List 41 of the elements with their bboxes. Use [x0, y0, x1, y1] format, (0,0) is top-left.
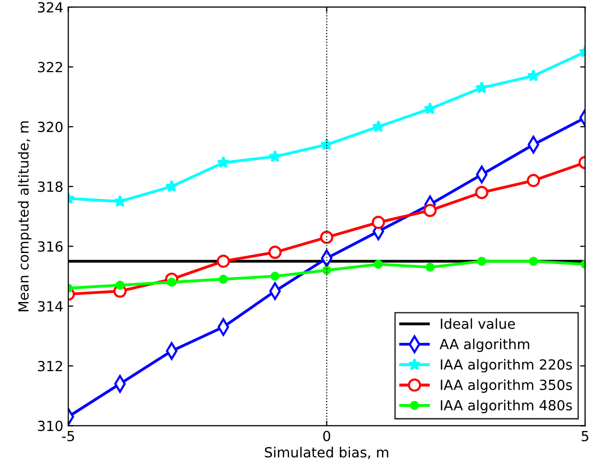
- point: [268, 150, 282, 162]
- x-tick-label: -5: [62, 430, 74, 442]
- legend-label: IAA algorithm 350s: [440, 379, 572, 393]
- point: [268, 246, 282, 259]
- point: [374, 260, 383, 269]
- x-tick-label: 5: [582, 430, 588, 442]
- point: [114, 194, 126, 207]
- point: [216, 254, 230, 268]
- point: [270, 272, 280, 281]
- point: [322, 266, 332, 275]
- point: [372, 120, 385, 132]
- point: [477, 256, 486, 266]
- y-tick-label: 316: [38, 241, 63, 252]
- point: [475, 81, 488, 94]
- x-axis-title: Simulated bias, m: [264, 446, 388, 459]
- legend-label: Ideal value: [440, 318, 515, 329]
- point: [426, 262, 435, 272]
- point: [372, 216, 385, 229]
- y-axis-title: Mean computed altitude, m: [18, 121, 32, 312]
- point: [115, 280, 125, 290]
- point: [527, 69, 540, 82]
- legend-label: AA algorithm: [440, 338, 530, 352]
- x-tick-label: 0: [323, 430, 330, 442]
- y-tick-label: 310: [38, 420, 63, 432]
- point: [218, 274, 228, 284]
- point: [320, 230, 334, 244]
- point: [217, 156, 230, 168]
- point: [424, 102, 436, 114]
- point: [423, 204, 437, 218]
- y-tick-label: 318: [38, 181, 62, 192]
- point: [165, 180, 178, 192]
- point: [526, 174, 540, 188]
- y-tick-label: 314: [38, 301, 63, 312]
- legend-label: IAA algorithm 220s: [440, 358, 572, 372]
- y-tick-label: 320: [38, 122, 63, 132]
- y-tick-label: 322: [38, 62, 62, 72]
- legend-label: IAA algorithm 480s: [440, 400, 572, 414]
- point: [475, 186, 488, 200]
- y-tick-label: 312: [38, 360, 62, 372]
- point: [528, 256, 538, 266]
- y-tick-label: 324: [38, 2, 63, 13]
